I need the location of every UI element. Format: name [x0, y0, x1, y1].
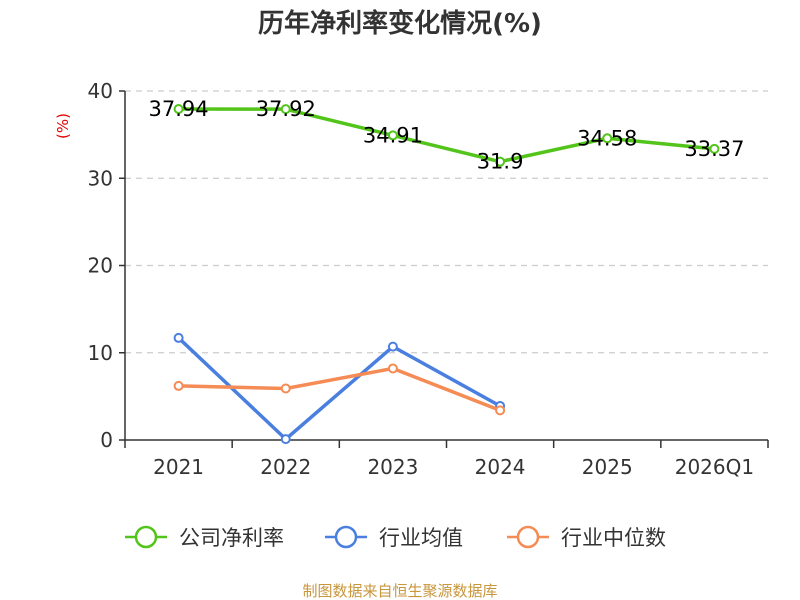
legend[interactable]: 公司净利率 行业均值 行业中位数 [125, 525, 666, 550]
x-tick-label: 2021 [153, 455, 204, 479]
data-point [495, 156, 506, 167]
data-point [495, 405, 506, 416]
legend-label: 行业均值 [379, 526, 463, 550]
y-axis-label: (%) [54, 113, 72, 139]
data-point [173, 332, 184, 343]
data-label: 34.58 [577, 126, 637, 150]
legend-label: 公司净利率 [179, 526, 284, 550]
data-point [280, 104, 291, 115]
legend-item-1[interactable]: 行业均值 [325, 525, 463, 550]
data-point [387, 363, 398, 374]
legend-marker-icon [334, 525, 358, 549]
axes: 0 10 20 30 40 2021 2022 2023 2024 2025 2026Q1 [88, 79, 769, 479]
series-line-2 [178, 366, 501, 412]
data-label: 31.9 [477, 150, 524, 174]
data-point [173, 380, 184, 391]
data-point [709, 143, 720, 154]
x-tick-label: 2022 [260, 455, 311, 479]
series-line-0 [178, 107, 715, 164]
series [173, 103, 720, 445]
source-note: 制图数据来自恒生聚源数据库 [302, 582, 497, 600]
legend-marker-icon [516, 525, 540, 549]
data-point [387, 130, 398, 141]
y-tick-label: 20 [88, 254, 113, 278]
data-label: 34.91 [363, 123, 423, 147]
data-label: 37.94 [149, 97, 209, 121]
x-tick-label: 2023 [367, 455, 418, 479]
y-tick-label: 30 [88, 166, 113, 190]
y-tick-label: 10 [88, 341, 113, 365]
legend-item-0[interactable]: 公司净利率 [125, 525, 284, 550]
data-label: 37.92 [256, 97, 316, 121]
grid-lines [125, 90, 768, 354]
data-point [387, 341, 398, 352]
data-point [602, 133, 613, 144]
y-tick-label: 0 [100, 428, 113, 452]
legend-marker-icon [134, 525, 158, 549]
legend-item-2[interactable]: 行业中位数 [507, 525, 666, 550]
legend-label: 行业中位数 [561, 526, 666, 550]
data-point [280, 383, 291, 394]
data-label: 33.37 [684, 137, 744, 161]
data-point [280, 434, 291, 445]
x-tick-label: 2026Q1 [675, 455, 754, 479]
y-tick-label: 40 [88, 79, 113, 103]
data-point [173, 103, 184, 114]
x-tick-label: 2024 [475, 455, 526, 479]
x-tick-label: 2025 [582, 455, 633, 479]
data-labels: 37.94 37.92 34.91 31.9 34.58 33.37 [149, 97, 745, 174]
chart-title: 历年净利率变化情况(%) [258, 8, 542, 39]
